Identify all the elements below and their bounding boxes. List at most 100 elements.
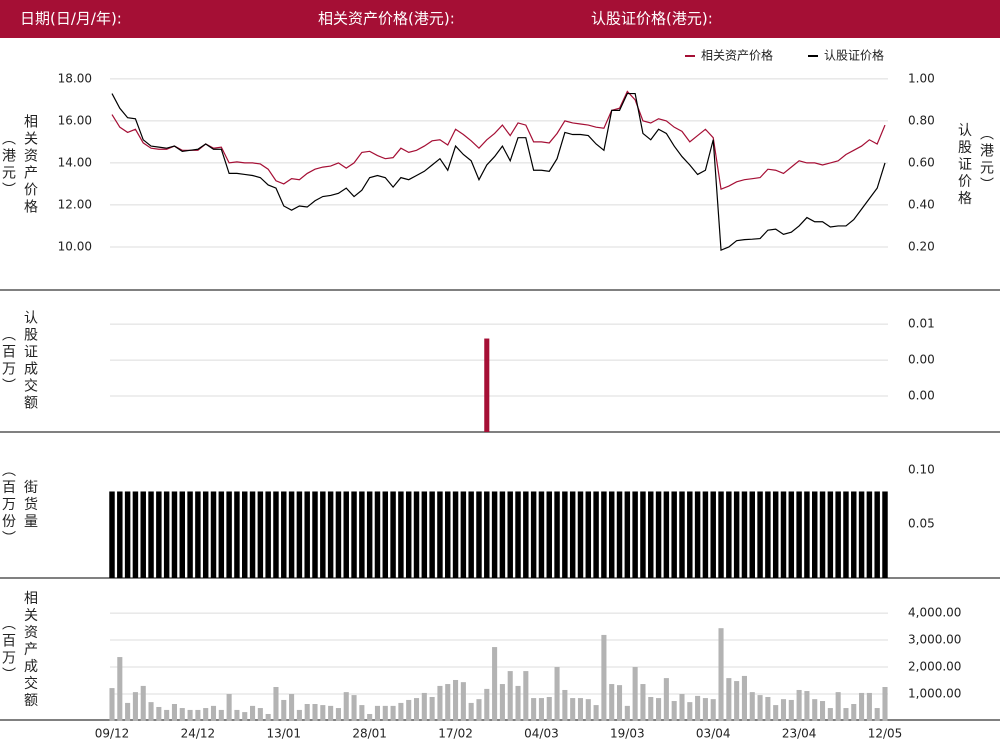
bar xyxy=(195,491,201,578)
bar xyxy=(819,701,826,721)
y-tick-label: 18.00 xyxy=(58,71,92,85)
x-tick-label: 23/04 xyxy=(782,727,817,741)
bar xyxy=(741,675,747,721)
bar xyxy=(335,708,341,721)
y-tick-label: 4,000.00 xyxy=(908,606,961,620)
bar xyxy=(343,692,349,721)
bar xyxy=(577,491,584,578)
bar xyxy=(382,705,388,721)
bar xyxy=(811,491,818,578)
bar xyxy=(484,491,490,578)
bar xyxy=(585,491,592,578)
bar xyxy=(702,491,709,578)
bar xyxy=(671,491,677,578)
bar xyxy=(632,667,638,721)
bar xyxy=(624,705,630,721)
bar xyxy=(608,491,615,578)
y-tick-label: 0.40 xyxy=(908,197,935,211)
bar xyxy=(242,491,248,578)
bar xyxy=(796,491,802,578)
y-axis-unit: （百万） xyxy=(0,616,16,684)
bar xyxy=(156,706,162,721)
bar xyxy=(351,491,357,578)
bar xyxy=(538,491,545,578)
bar xyxy=(327,491,334,578)
bar xyxy=(374,491,381,578)
y-tick-label: 3,000.00 xyxy=(908,633,961,647)
bar xyxy=(484,688,490,721)
bar xyxy=(179,491,186,578)
bar xyxy=(476,699,482,721)
bar xyxy=(218,709,224,721)
bar xyxy=(257,491,264,578)
bar xyxy=(858,491,865,578)
bar xyxy=(484,338,490,432)
bar xyxy=(366,491,373,578)
x-tick-label: 13/01 xyxy=(266,727,301,741)
bar xyxy=(148,491,154,578)
bar xyxy=(351,695,357,721)
header-bar xyxy=(0,0,1000,38)
bar xyxy=(281,491,287,578)
bar xyxy=(585,699,591,721)
bar xyxy=(655,491,662,578)
bar xyxy=(289,694,295,721)
y-tick-label: 0.00 xyxy=(908,389,935,403)
bar xyxy=(179,708,185,721)
bar xyxy=(234,491,240,578)
bar xyxy=(562,689,568,721)
bar xyxy=(554,491,560,578)
bar xyxy=(507,491,513,578)
bar xyxy=(734,681,740,721)
bar xyxy=(109,688,115,721)
x-tick-label: 03/04 xyxy=(696,727,731,741)
bar xyxy=(164,709,170,721)
y-tick-label: 1.00 xyxy=(908,71,935,85)
bar xyxy=(694,491,701,578)
bar xyxy=(359,491,365,578)
bar xyxy=(577,698,584,721)
bar xyxy=(390,491,396,578)
y-tick-label: 0.00 xyxy=(908,353,935,367)
bar xyxy=(788,699,794,721)
bar xyxy=(421,491,428,578)
bar xyxy=(437,491,443,578)
bar xyxy=(679,694,685,721)
bar xyxy=(843,708,849,721)
bar xyxy=(117,657,123,721)
bar xyxy=(804,691,810,721)
bar xyxy=(515,685,521,721)
bar xyxy=(234,709,240,721)
bar xyxy=(421,692,427,721)
bar xyxy=(445,491,451,578)
bar xyxy=(382,491,389,578)
bar xyxy=(187,491,193,578)
bar xyxy=(140,491,146,578)
legend-label: 相关资产价格 xyxy=(701,48,773,63)
bar xyxy=(304,704,310,721)
bar xyxy=(453,679,459,721)
bar xyxy=(593,491,599,578)
bar xyxy=(859,692,865,721)
bar xyxy=(640,491,646,578)
bar xyxy=(851,704,857,721)
bar xyxy=(203,708,209,721)
bar xyxy=(656,698,662,721)
y-axis-unit: （百万份） xyxy=(0,463,16,548)
bar xyxy=(866,491,873,578)
y-tick-label: 2,000.00 xyxy=(908,660,961,674)
bar xyxy=(780,491,787,578)
bar xyxy=(804,491,810,578)
y-axis-title: 相关资产成交额 xyxy=(22,591,38,710)
bar xyxy=(202,491,209,578)
y-tick-label: 0.20 xyxy=(908,239,935,253)
x-tick-label: 09/12 xyxy=(95,727,130,741)
bar xyxy=(679,491,685,578)
y2-axis-unit: （港元） xyxy=(978,126,994,194)
bar xyxy=(812,699,818,721)
bar xyxy=(163,491,170,578)
bar xyxy=(788,491,795,578)
bar xyxy=(156,491,162,578)
bar xyxy=(445,684,451,721)
bar xyxy=(257,708,263,721)
